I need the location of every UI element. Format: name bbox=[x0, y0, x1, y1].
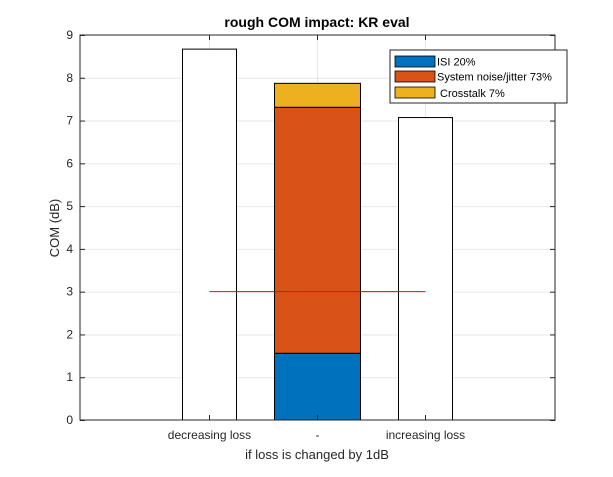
stack-segment-isi bbox=[274, 352, 361, 421]
legend-swatch-isi bbox=[394, 55, 436, 68]
bar-decreasing-loss bbox=[182, 48, 237, 421]
y-tick-label-1: 1 bbox=[66, 370, 73, 384]
y-tick-label-9: 9 bbox=[66, 28, 73, 42]
legend-label-system-noise: System noise/jitter 73% bbox=[437, 72, 552, 84]
y-tick-label-8: 8 bbox=[66, 71, 73, 85]
y-tick-label-3: 3 bbox=[66, 285, 73, 299]
y-tick-label-7: 7 bbox=[66, 114, 73, 128]
y-tick-label-6: 6 bbox=[66, 156, 73, 170]
legend: ISI 20% System noise/jitter 73% Crosstal… bbox=[389, 49, 568, 104]
stack-segment-crosstalk bbox=[274, 82, 361, 108]
legend-swatch-system-noise bbox=[394, 70, 436, 83]
x-tick-label-1: - bbox=[316, 428, 320, 442]
x-tick-label-2: increasing loss bbox=[386, 428, 465, 442]
stack-segment-system-noise bbox=[274, 106, 361, 354]
y-axis-label: COM (dB) bbox=[47, 199, 62, 258]
y-tick-label-2: 2 bbox=[66, 327, 73, 341]
x-tick-label-0: decreasing loss bbox=[168, 428, 251, 442]
bar-increasing-loss bbox=[398, 117, 453, 421]
y-tick-label-5: 5 bbox=[66, 199, 73, 213]
legend-label-isi: ISI 20% bbox=[437, 57, 476, 69]
y-tick-label-4: 4 bbox=[66, 242, 73, 256]
bars-layer bbox=[182, 48, 453, 421]
chart-title: rough COM impact: KR eval bbox=[224, 14, 409, 30]
y-tick-label-0: 0 bbox=[66, 413, 73, 427]
legend-swatch-crosstalk bbox=[394, 86, 436, 99]
x-axis-label: if loss is changed by 1dB bbox=[245, 447, 389, 462]
axis-layer: 0 1 2 3 4 5 6 7 8 9 decreasing loss - increasing los… bbox=[66, 28, 555, 442]
legend-label-crosstalk: Crosstalk 7% bbox=[440, 88, 505, 100]
